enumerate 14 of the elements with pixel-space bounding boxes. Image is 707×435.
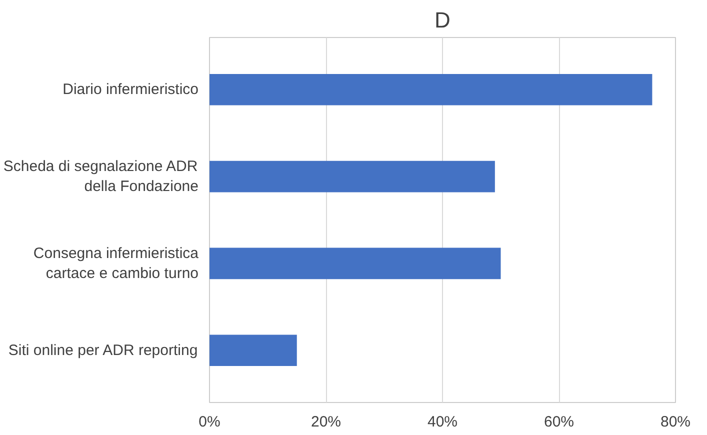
x-tick-label: 40%	[427, 414, 458, 430]
bar	[210, 160, 495, 192]
bar	[210, 74, 652, 106]
x-tick-label: 20%	[310, 414, 342, 430]
x-tick-label: 60%	[544, 414, 574, 430]
chart-title: D	[434, 8, 450, 32]
y-tick-label: Scheda di segnalazione ADR della Fondazione	[3, 158, 199, 196]
y-tick-label: Consegna infermieristica cartace e cambio turno	[33, 244, 200, 282]
x-tick-label: 80%	[660, 414, 691, 430]
bar	[210, 248, 501, 280]
y-tick-label: Diario infermieristico	[62, 81, 199, 98]
bar	[210, 334, 297, 366]
x-tick-label: 0%	[198, 414, 220, 430]
y-tick-label: Siti online per ADR reporting	[8, 342, 198, 359]
